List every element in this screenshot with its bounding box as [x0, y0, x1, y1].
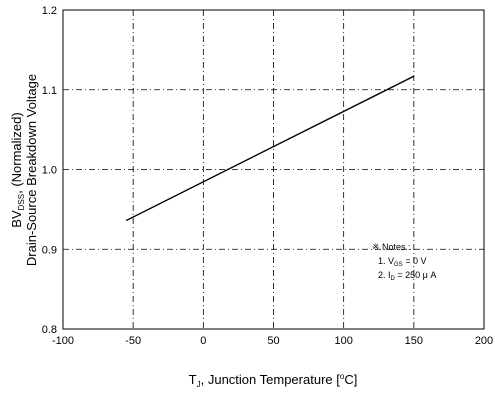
notes-box: ※ Notes : 1. VGS = 0 V 2. ID = 250 μ A	[372, 242, 436, 282]
y-tick-label: 0.9	[42, 244, 57, 256]
grid-lines	[63, 10, 484, 329]
x-tick-label: 50	[267, 335, 279, 347]
y-tick-label: 1.0	[42, 165, 57, 177]
x-tick-label: -50	[125, 335, 141, 347]
notes-title: ※ Notes :	[372, 242, 411, 252]
y-tick-labels: 0.8 0.9 1.0 1.1 1.2	[42, 5, 57, 336]
x-tick-label: 100	[334, 335, 352, 347]
x-axis-title: TJ, Junction Temperature [oC]	[189, 372, 358, 389]
x-tick-label: 150	[405, 335, 423, 347]
x-tick-label: -100	[52, 335, 74, 347]
plot-frame	[62, 9, 485, 330]
x-tick-label: 0	[200, 335, 206, 347]
svg-text:BVDSS, (Normalized): BVDSS, (Normalized)	[9, 112, 26, 227]
svg-text:Drain-Source Breakdown Voltage: Drain-Source Breakdown Voltage	[24, 74, 39, 266]
breakdown-voltage-line	[125, 75, 415, 222]
series-layer	[125, 75, 415, 222]
y-axis-title: BVDSS, (Normalized) Drain-Source Breakdo…	[9, 74, 39, 266]
y-tick-label: 1.2	[42, 5, 57, 17]
y-tick-label: 0.8	[42, 324, 57, 336]
x-tick-labels: -100 -50 0 50 100 150 200	[52, 335, 493, 347]
y-tick-label: 1.1	[42, 85, 57, 97]
note-2: 2. ID = 250 μ A	[378, 270, 436, 282]
x-tick-label: 200	[475, 335, 493, 347]
note-1: 1. VGS = 0 V	[378, 256, 426, 268]
